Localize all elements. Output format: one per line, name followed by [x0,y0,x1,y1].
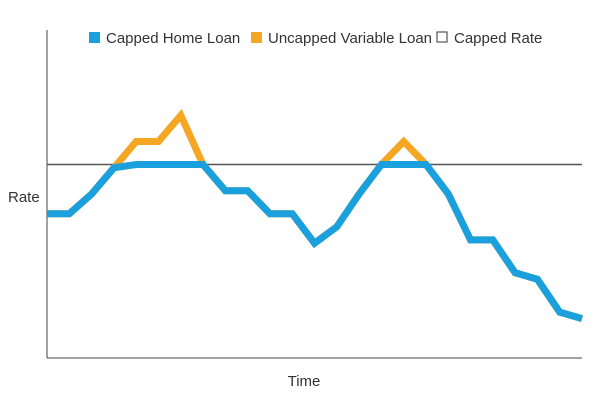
legend-label-capped-home-loan: Capped Home Loan [106,30,240,47]
legend-label-capped-rate: Capped Rate [454,30,542,47]
x-axis-label: Time [288,373,321,390]
series-line-capped-home-loan [47,161,583,322]
legend-swatch-capped-rate [436,31,448,43]
legend: Capped Home Loan Uncapped Variable Loan … [89,30,542,47]
legend-swatch-uncapped-variable-loan [251,32,262,43]
series-line-uncapped-variable-loan [47,108,583,322]
legend-swatch-capped-home-loan [89,32,100,43]
y-axis-label: Rate [8,189,40,206]
legend-label-uncapped-variable-loan: Uncapped Variable Loan [268,30,432,47]
